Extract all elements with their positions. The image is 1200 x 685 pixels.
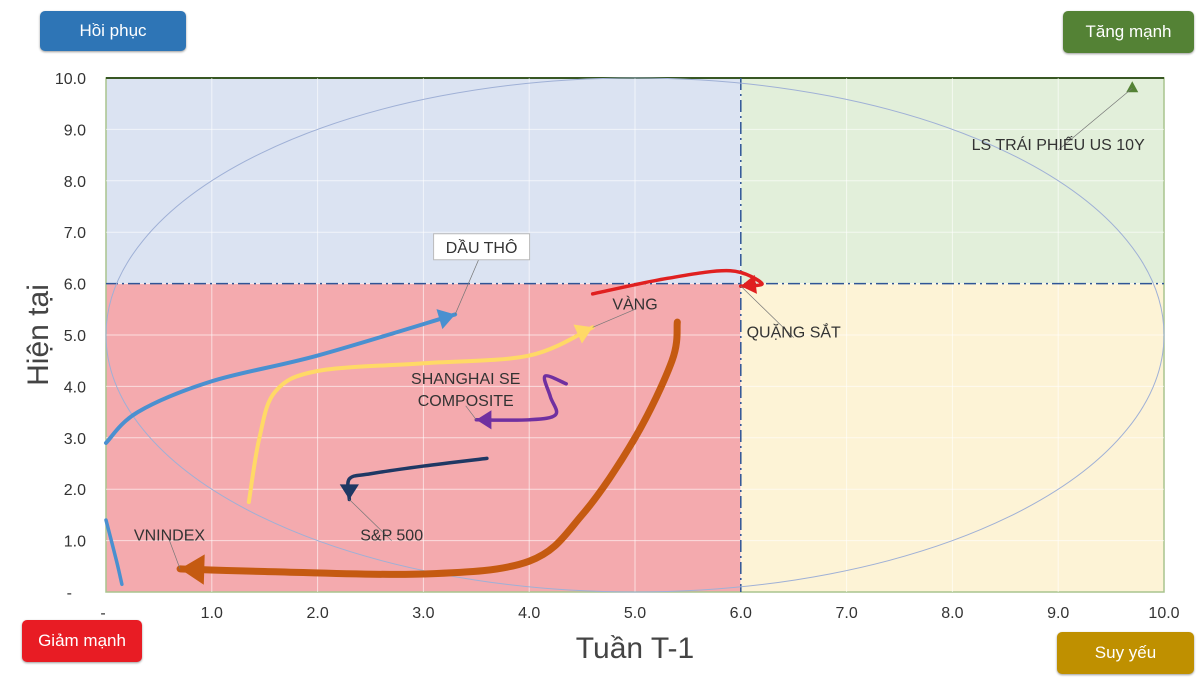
series-qu-ng-s-t-leader-line — [740, 285, 794, 338]
x-tick-label: - — [100, 605, 105, 622]
x-tick-label: 1.0 — [201, 605, 223, 622]
series-ls-tr-i-phi-u-us-10y-marker — [1126, 81, 1139, 93]
x-tick-label: 4.0 — [518, 605, 540, 622]
y-tick-label: 9.0 — [64, 122, 86, 139]
x-tick-label: 2.0 — [306, 605, 328, 622]
series-v-ng-arrowhead — [573, 324, 593, 344]
series-vnindex-arrowhead — [180, 554, 205, 585]
quadrant-label-weakening: Suy yếu — [1057, 632, 1194, 674]
series-qu-ng-s-t-arrowhead — [740, 274, 757, 294]
quadrant-label-strong-rise: Tăng mạnh — [1063, 11, 1194, 53]
x-tick-label: 8.0 — [941, 605, 963, 622]
series-d-u-th--arrowhead — [436, 309, 456, 330]
quadrant-label-recovery: Hồi phục — [40, 11, 186, 51]
series-shanghai-se-composite-arrowhead — [476, 410, 492, 430]
y-tick-label: 7.0 — [64, 225, 86, 242]
series-s-p-500-label: S&P 500 — [360, 528, 423, 545]
x-axis-label: Tuần T-1 — [576, 632, 694, 665]
y-tick-label: 2.0 — [64, 482, 86, 499]
series-vnindex-leader-line — [169, 540, 181, 569]
series-shanghai-se-composite-leader-line — [465, 405, 477, 421]
x-tick-label: 7.0 — [835, 605, 857, 622]
series-vnindex-label: VNINDEX — [134, 528, 205, 545]
series-s-p-500-arrowhead — [339, 484, 359, 500]
series-vnindex-path — [176, 318, 681, 578]
x-tick-label: 3.0 — [412, 605, 434, 622]
series-v-ng-path — [246, 325, 595, 505]
series-shanghai-se-composite-label: SHANGHAI SE — [411, 371, 520, 388]
series-qu-ng-s-t-label: QUẶNG SẮT — [747, 323, 841, 342]
series-d-u-th--leader-line — [454, 252, 482, 315]
y-tick-label: 10.0 — [55, 71, 86, 88]
series-shanghai-se-composite-label: COMPOSITE — [418, 393, 514, 410]
series-qu-ng-s-t-path — [590, 268, 764, 296]
y-tick-label: 5.0 — [64, 328, 86, 345]
series-v-ng-label: VÀNG — [612, 294, 657, 313]
x-tick-label: 5.0 — [624, 605, 646, 622]
y-tick-label: 3.0 — [64, 431, 86, 448]
series-d-u-th--label: DẦU THÔ — [446, 238, 518, 257]
ellipse-guide — [105, 77, 1165, 593]
series-ls-tr-i-phi-u-us-10y-leader-line — [1057, 88, 1133, 151]
y-tick-label: 8.0 — [64, 174, 86, 191]
y-tick-label: 4.0 — [64, 379, 86, 396]
x-tick-label: 10.0 — [1148, 605, 1179, 622]
y-axis-label: Hiện tại — [22, 284, 55, 386]
series-ls-tr-i-phi-u-us-10y-label: LS TRÁI PHIẾU US 10Y — [972, 135, 1145, 154]
y-tick-label: 1.0 — [64, 534, 86, 551]
series-v-ng-leader-line — [592, 308, 636, 328]
series-shanghai-se-composite-path — [474, 374, 568, 422]
series-s-p-500-leader-line — [349, 499, 392, 541]
y-tick-label: - — [67, 585, 72, 602]
series-d-u-th--label-box — [433, 233, 531, 261]
series-d-u-th--path — [104, 312, 458, 445]
quadrant-label-strong-fall: Giảm mạnh — [22, 620, 142, 662]
x-tick-label: 9.0 — [1047, 605, 1069, 622]
x-tick-label: 6.0 — [730, 605, 752, 622]
series-unlabeled-path — [104, 518, 124, 587]
y-tick-label: 6.0 — [64, 277, 86, 294]
